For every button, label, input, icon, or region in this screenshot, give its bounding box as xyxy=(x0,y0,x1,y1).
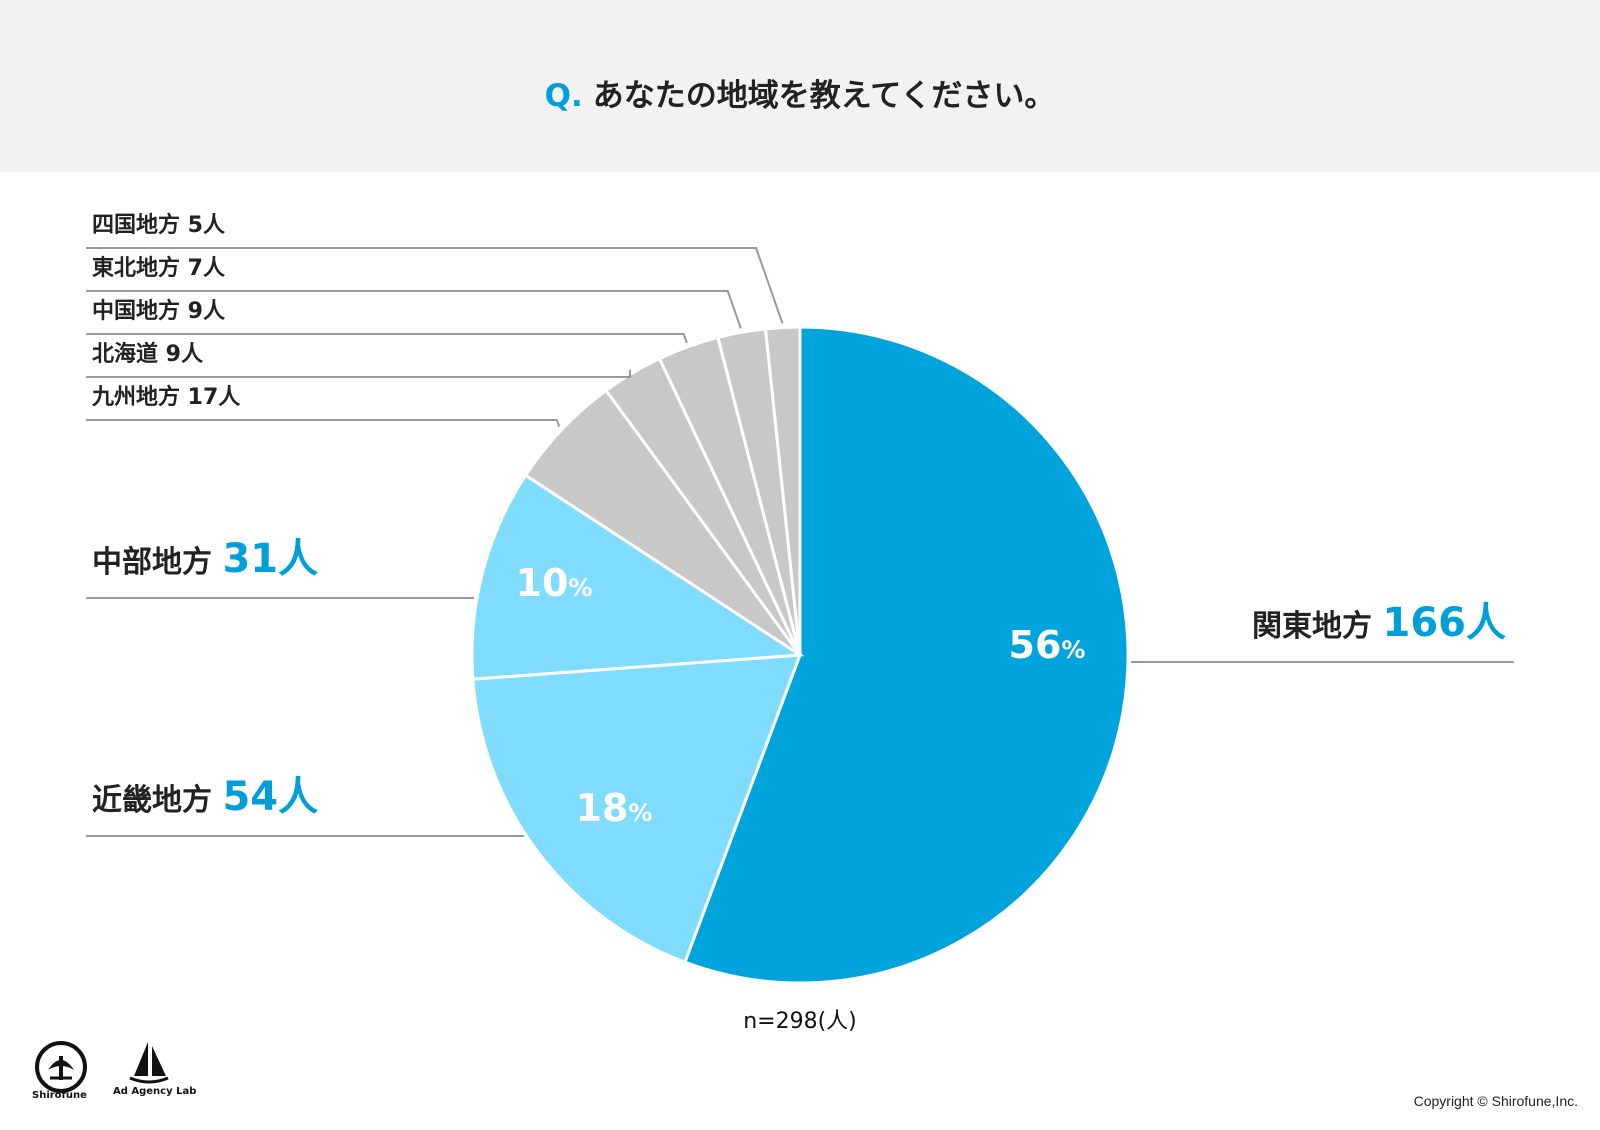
pie-slice xyxy=(763,325,802,656)
slice-callout-label: 中部地方 31人 xyxy=(92,536,318,582)
callout-leader-line xyxy=(86,369,631,378)
callout-leader-line xyxy=(86,333,688,344)
slice-percent-label: 18% xyxy=(576,786,653,830)
slice-callout-label: 近畿地方 54人 xyxy=(92,774,318,820)
shirofune-logo-caption: Shirofune xyxy=(32,1090,87,1101)
slice-callout-label: 北海道 9人 xyxy=(92,341,203,367)
sample-size-label: n=298(人) xyxy=(743,1009,857,1034)
pie-slice xyxy=(471,653,803,965)
ad-agency-lab-logo-caption: Ad Agency Lab xyxy=(113,1086,197,1097)
slice-percent-label: 56% xyxy=(1009,623,1086,667)
question-title: Q. あなたの地域を教えてください。 xyxy=(0,70,1600,115)
copyright: Copyright © Shirofune,Inc. xyxy=(1413,1093,1578,1109)
header-band xyxy=(0,0,1600,172)
pie-slice xyxy=(470,473,805,681)
callout-leader-line xyxy=(86,419,561,427)
question-prefix: Q. xyxy=(544,78,583,114)
question-text: あなたの地域を教えてください。 xyxy=(592,78,1056,114)
slice-percent-label: 10% xyxy=(516,561,593,605)
slice-callout-label: 東北地方 7人 xyxy=(92,255,225,281)
callout-leader-line xyxy=(86,290,742,329)
ad-agency-lab-logo xyxy=(126,1036,172,1090)
slice-callout-label: 九州地方 17人 xyxy=(91,384,240,410)
slice-callout-label: 関東地方 166人 xyxy=(1252,600,1506,646)
pie-slice xyxy=(683,325,1130,985)
shirofune-logo xyxy=(34,1040,88,1098)
slice-callout-label: 四国地方 5人 xyxy=(92,212,225,238)
slice-callout-label: 中国地方 9人 xyxy=(92,298,225,324)
callout-leader-line xyxy=(86,247,784,324)
